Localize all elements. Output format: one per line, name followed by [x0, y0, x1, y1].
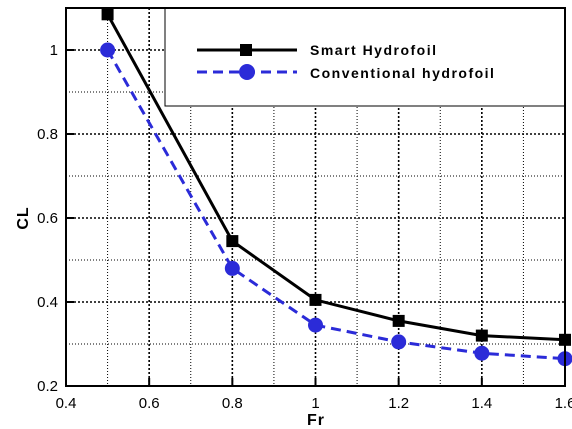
x-tick-label: 1.4 [471, 395, 492, 412]
series-line-smart-hydrofoil [106, 13, 566, 342]
y-axis-label: CL [15, 206, 32, 229]
tick-labels: 0.4 0.6 0.8 1 1.2 1.4 1.60.20.40.60.81 [37, 42, 572, 412]
legend: Smart Hydrofoil Conventional hydrofoil [164, 7, 566, 107]
y-tick-label: 0.6 [37, 210, 58, 227]
legend-marker-smart [240, 44, 252, 56]
data-point-smart-hydrofoil [309, 293, 322, 306]
data-point-smart-hydrofoil [475, 329, 488, 342]
x-tick-label: 1 [311, 395, 319, 412]
legend-marker-conventional [239, 64, 255, 80]
data-point-smart-hydrofoil [101, 8, 114, 21]
x-tick-label: 0.4 [56, 395, 77, 412]
legend-label-smart: Smart Hydrofoil [310, 42, 438, 58]
x-tick-label: 1.6 [555, 395, 572, 412]
data-point-conventional-hydrofoil [224, 260, 240, 276]
data-point-conventional-hydrofoil [308, 317, 323, 333]
data-point-conventional-hydrofoil [474, 345, 490, 361]
y-tick-label: 0.2 [37, 378, 58, 395]
x-tick-label: 0.6 [139, 395, 160, 412]
y-tick-label: 1 [50, 42, 58, 59]
legend-box [164, 7, 566, 107]
x-tick-label: 0.8 [222, 395, 243, 412]
x-tick-label: 1.2 [388, 395, 409, 412]
data-point-smart-hydrofoil [226, 235, 239, 248]
series-line-conventional-hydrofoil [106, 49, 566, 361]
y-tick-label: 0.4 [37, 294, 58, 311]
plot-frame [65, 7, 566, 387]
data-point-conventional-hydrofoil [100, 42, 116, 58]
x-axis-label: Fr [307, 412, 325, 429]
legend-label-conventional: Conventional hydrofoil [310, 65, 495, 81]
data-point-conventional-hydrofoil [391, 334, 407, 350]
y-tick-label: 0.8 [37, 126, 58, 143]
data-point-smart-hydrofoil [392, 314, 405, 327]
